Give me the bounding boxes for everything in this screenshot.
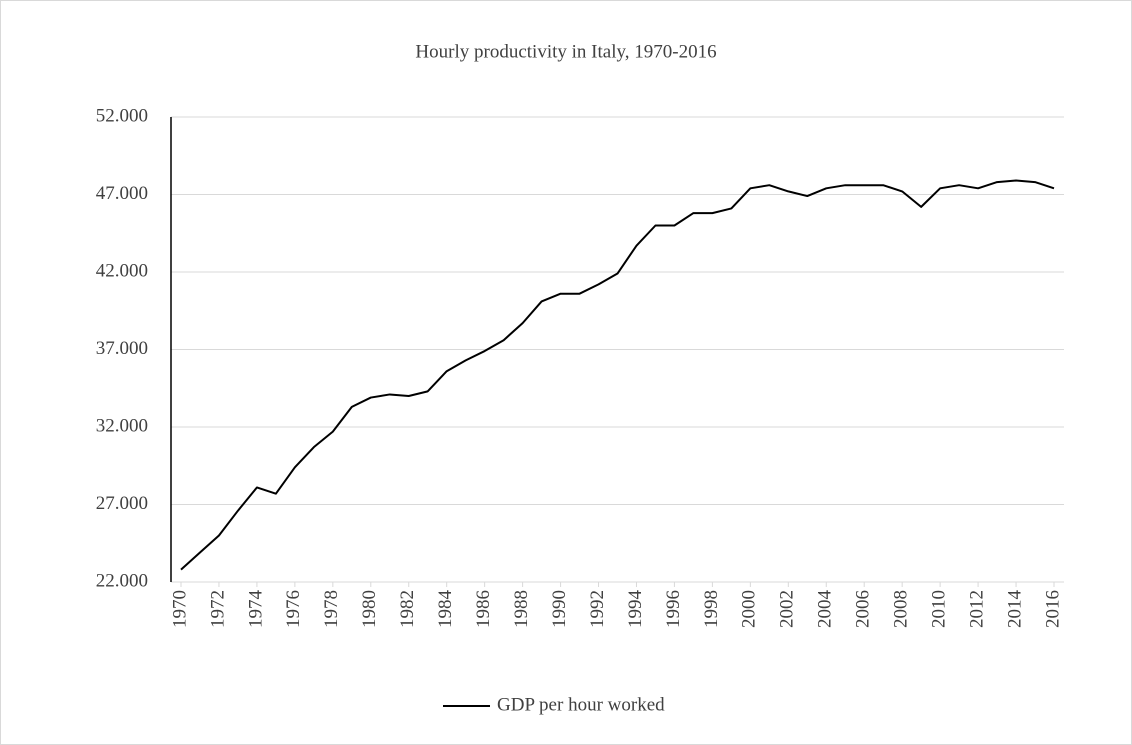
line [180,179,1055,571]
x-tick-label: 1982 [397,590,418,628]
y-tick-label: 37.000 [96,338,148,359]
x-tick-label: 2002 [777,590,798,628]
chart-title: Hourly productivity in Italy, 1970-2016 [415,41,716,62]
x-tick-label: 1996 [663,590,684,628]
y-tick-label: 22.000 [96,570,148,591]
x-tick-label: 1972 [207,590,228,628]
y-tick-label: 42.000 [96,260,148,281]
x-tick-label: 1984 [435,590,456,629]
x-tick-label: 1990 [549,590,570,628]
x-tick-label: 1986 [473,590,494,628]
y-tick-label: 27.000 [96,493,148,514]
x-tick-label: 2004 [815,590,836,629]
x-tick-label: 2008 [891,590,912,628]
x-tick-label: 1970 [169,590,190,628]
y-tick-label: 52.000 [96,105,148,126]
x-tick-label: 1974 [245,590,266,629]
x-tick-label: 1994 [625,590,646,629]
x-tick-label: 1988 [511,590,532,628]
x-tick-label: 1998 [701,590,722,628]
y-tick-label: 32.000 [96,415,148,436]
x-tick-label: 1980 [359,590,380,628]
x-tick-label: 1978 [321,590,342,628]
x-tick-label: 2016 [1042,590,1063,628]
legend-label: GDP per hour worked [497,694,665,715]
x-tick-label: 2000 [739,590,760,628]
y-tick-label: 47.000 [96,183,148,204]
x-tick-label: 2012 [966,590,987,628]
x-tick-label: 2010 [928,590,949,628]
x-tick-label: 2006 [853,590,874,628]
x-tick-label: 1976 [283,590,304,628]
x-tick-label: 2014 [1004,590,1025,629]
x-tick-label: 1992 [587,590,608,628]
